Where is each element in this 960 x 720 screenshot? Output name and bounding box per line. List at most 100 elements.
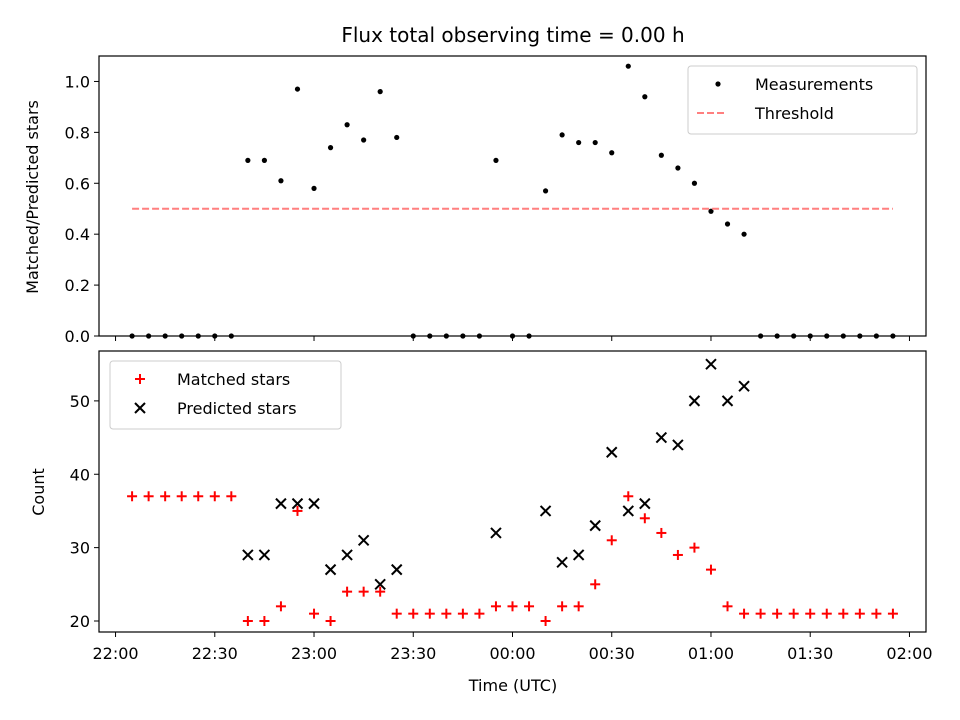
- measurement-point: [592, 139, 598, 146]
- measurement-point: [344, 122, 350, 128]
- measurement-point: [724, 221, 731, 227]
- top-chart-ylabel: Matched/Predicted stars: [23, 100, 42, 294]
- matched-star-point: [490, 601, 501, 612]
- predicted-star-point: [738, 380, 750, 392]
- predicted-star-point: [606, 446, 618, 458]
- matched-star-point: [606, 535, 617, 546]
- predicted-star-point: [672, 439, 684, 451]
- x-tick-label: 00:30: [589, 644, 635, 663]
- measurement-point: [625, 63, 631, 69]
- predicted-star-point: [539, 505, 552, 517]
- legend-measurement-swatch: [715, 81, 721, 87]
- matched-star-point: [309, 608, 320, 619]
- legend-label: Matched stars: [177, 370, 290, 389]
- matched-star-point: [193, 491, 204, 502]
- matched-star-point: [854, 608, 865, 619]
- predicted-star-point: [374, 578, 386, 591]
- x-tick-label: 23:30: [390, 644, 436, 663]
- legend-box: [687, 65, 918, 135]
- matched-star-point: [772, 608, 783, 619]
- matched-star-point: [805, 608, 816, 619]
- x-tick-label: 22:30: [192, 644, 238, 663]
- matched-star-point: [623, 491, 634, 502]
- predicted-star-point: [556, 556, 568, 569]
- y-tick-label: 0.6: [65, 174, 90, 193]
- matched-star-point: [507, 601, 518, 612]
- matched-star-point: [375, 586, 386, 597]
- predicted-star-point: [324, 563, 337, 576]
- matched-star-point: [209, 491, 220, 502]
- predicted-star-point: [357, 534, 370, 546]
- measurement-point: [559, 132, 565, 138]
- matched-star-point: [325, 615, 336, 626]
- measurement-point: [394, 134, 400, 141]
- matched-star-point: [474, 608, 485, 619]
- predicted-star-point: [308, 497, 320, 510]
- matched-star-point: [788, 608, 799, 619]
- predicted-star-point: [589, 519, 601, 532]
- legend-label: Predicted stars: [177, 399, 297, 418]
- matched-star-point: [259, 615, 270, 626]
- matched-star-point: [441, 608, 452, 619]
- matched-star-point: [639, 513, 650, 524]
- bottom-chart-ylabel: Count: [29, 468, 48, 516]
- y-tick-label: 0.0: [65, 327, 90, 346]
- matched-star-point: [871, 608, 882, 619]
- x-tick-label: 01:00: [688, 644, 734, 663]
- plot-frame: [98, 350, 927, 633]
- legend-label: Threshold: [754, 104, 834, 123]
- matched-star-point: [342, 586, 353, 597]
- legend-matched-swatch: [135, 374, 145, 384]
- legend: Measurements Threshold: [687, 65, 918, 135]
- measurement-point: [576, 139, 582, 146]
- predicted-star-point: [572, 549, 585, 561]
- matched-star-point: [292, 505, 303, 516]
- y-tick-label: 1.0: [65, 72, 90, 91]
- x-tick-label: 01:30: [787, 644, 833, 663]
- y-tick-label: 30: [70, 539, 90, 558]
- matched-star-point: [143, 491, 154, 502]
- measurement-point: [245, 157, 251, 163]
- matched-star-point: [457, 608, 468, 619]
- predicted-star-point: [291, 497, 304, 510]
- matched-star-point: [573, 601, 584, 612]
- bottom-plot-area: 20 30 40 50 22:00 22:30 23:00 23:30 00:00 00:30 01…: [70, 350, 933, 663]
- matched-star-point: [838, 608, 849, 619]
- predicted-star-point: [341, 549, 353, 561]
- bottom-chart-xlabel: Time (UTC): [468, 676, 557, 695]
- measurement-point: [609, 150, 615, 156]
- predicted-star-point: [275, 497, 287, 510]
- predicted-star-point: [639, 497, 651, 510]
- y-tick-label: 0.4: [65, 225, 90, 244]
- y-tick-label: 20: [70, 612, 90, 631]
- matched-star-point: [557, 601, 568, 612]
- matched-star-point: [672, 549, 683, 560]
- measurement-point: [311, 185, 317, 191]
- matched-star-point: [358, 586, 369, 597]
- top-plot-area: 0.0 0.2 0.4 0.6 0.8 1.0 Measurements Threshold: [65, 55, 927, 346]
- matched-star-point: [275, 601, 286, 612]
- y-tick-label: 40: [70, 465, 90, 484]
- measurement-point: [361, 137, 367, 143]
- predicted-star-point: [490, 527, 502, 539]
- legend-box: [109, 360, 342, 430]
- predicted-star-point: [705, 358, 717, 370]
- matched-star-point: [226, 491, 237, 502]
- measurement-point: [691, 180, 698, 186]
- matched-star-point: [176, 491, 187, 502]
- x-tick-label: 00:00: [489, 644, 535, 663]
- predicted-star-point: [655, 431, 668, 444]
- predicted-star-point: [242, 549, 254, 561]
- matched-star-point: [424, 608, 435, 619]
- matched-star-point: [656, 527, 667, 538]
- top-chart-title: Flux total observing time = 0.00 h: [341, 23, 684, 47]
- x-tick-label: 23:00: [291, 644, 337, 663]
- x-tick-label: 22:00: [92, 644, 138, 663]
- matched-star-point: [689, 542, 700, 553]
- measurement-point: [327, 145, 334, 151]
- predicted-star-point: [622, 505, 634, 517]
- measurement-point: [708, 208, 714, 214]
- matched-star-point: [590, 579, 601, 590]
- predicted-star-point: [721, 395, 734, 407]
